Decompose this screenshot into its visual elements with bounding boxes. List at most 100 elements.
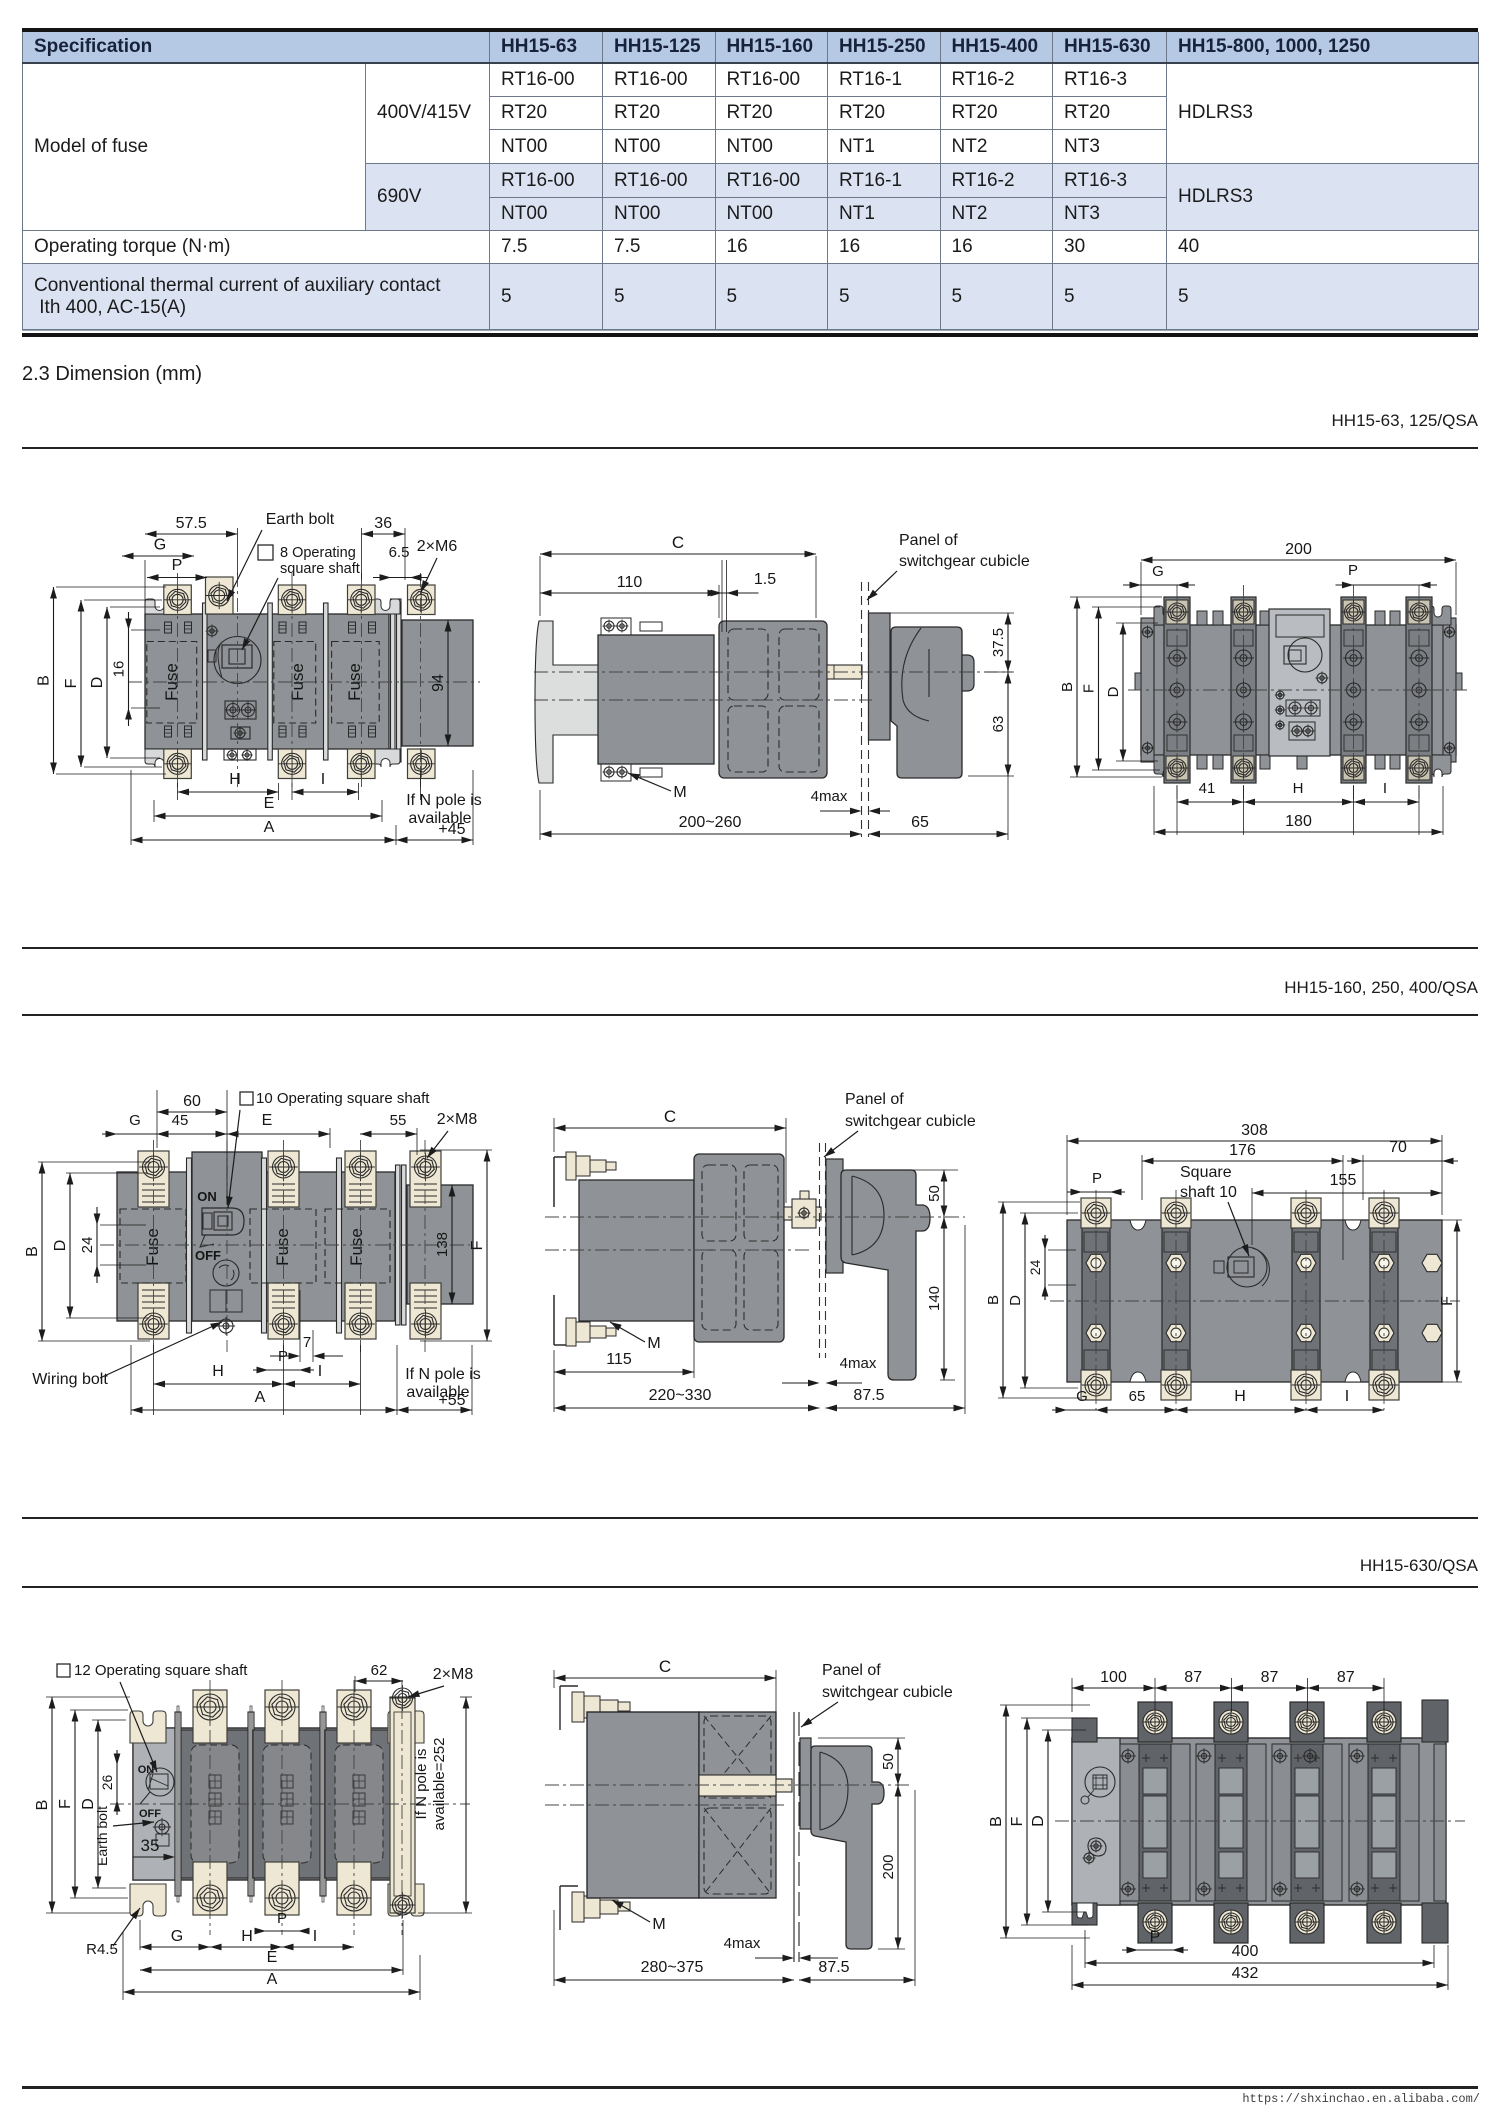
svg-text:D: D [52, 1240, 69, 1252]
svg-text:F: F [469, 1240, 486, 1250]
svg-text:87.5: 87.5 [818, 1959, 849, 1976]
svg-text:R4.5: R4.5 [86, 1941, 118, 1958]
svg-text:36: 36 [374, 515, 392, 532]
svg-text:200: 200 [880, 1854, 897, 1879]
svg-text:C: C [664, 1107, 676, 1126]
svg-text:OFF: OFF [139, 1808, 161, 1820]
svg-text:87: 87 [1184, 1669, 1202, 1686]
svg-text:A: A [267, 1971, 278, 1988]
svg-text:C: C [672, 533, 684, 552]
svg-text:F: F [1439, 1296, 1456, 1306]
svg-text:63: 63 [990, 716, 1007, 733]
svg-text:26: 26 [99, 1775, 115, 1791]
svg-text:Fuse: Fuse [347, 1228, 366, 1266]
svg-text:P: P [1150, 1929, 1161, 1946]
svg-text:Fuse: Fuse [273, 1228, 292, 1266]
svg-text:P: P [278, 1348, 288, 1365]
svg-text:50: 50 [880, 1753, 897, 1770]
svg-text:F: F [57, 1799, 74, 1809]
svg-text:55: 55 [390, 1112, 407, 1129]
svg-text:176: 176 [1229, 1142, 1256, 1159]
svg-text:50: 50 [926, 1185, 943, 1202]
svg-text:M: M [652, 1916, 665, 1933]
svg-text:70: 70 [1389, 1139, 1407, 1156]
svg-text:F: F [1009, 1816, 1026, 1826]
svg-text:220~330: 220~330 [649, 1387, 712, 1404]
svg-text:H: H [241, 1928, 253, 1945]
svg-text:B: B [36, 675, 53, 686]
svg-text:+55: +55 [438, 1392, 465, 1409]
svg-text:G: G [154, 537, 166, 554]
svg-text:24: 24 [79, 1237, 96, 1254]
svg-text:square shaft: square shaft [280, 561, 360, 577]
svg-text:24: 24 [1027, 1260, 1043, 1276]
svg-text:400: 400 [1232, 1943, 1259, 1960]
svg-text:+45: +45 [438, 821, 465, 838]
svg-text:F: F [63, 678, 80, 688]
svg-text:E: E [262, 1112, 273, 1129]
svg-text:F: F [1081, 684, 1098, 693]
svg-text:200~260: 200~260 [679, 814, 742, 831]
svg-text:280~375: 280~375 [641, 1959, 704, 1976]
svg-text:I: I [1345, 1388, 1349, 1405]
svg-text:I: I [321, 771, 325, 788]
svg-text:H: H [1293, 780, 1304, 797]
svg-text:138: 138 [434, 1232, 451, 1257]
svg-text:60: 60 [183, 1093, 201, 1110]
svg-text:2×M6: 2×M6 [417, 538, 458, 555]
svg-text:180: 180 [1285, 813, 1312, 830]
svg-text:If N pole is: If N pole is [413, 1749, 430, 1820]
svg-text:115: 115 [606, 1351, 632, 1368]
svg-text:I: I [1383, 780, 1387, 797]
svg-text:2×M8: 2×M8 [433, 1666, 474, 1683]
svg-text:308: 308 [1241, 1122, 1268, 1139]
svg-text:available: available [406, 1384, 469, 1401]
svg-text:Panel of: Panel of [845, 1091, 904, 1108]
svg-text:432: 432 [1232, 1965, 1259, 1982]
svg-text:G: G [1152, 563, 1164, 580]
svg-text:M: M [673, 784, 686, 801]
svg-text:available: available [408, 810, 471, 827]
svg-text:35: 35 [141, 1836, 160, 1855]
svg-text:D: D [80, 1798, 97, 1810]
svg-text:57.5: 57.5 [176, 515, 207, 532]
svg-text:200: 200 [1285, 541, 1312, 558]
svg-text:A: A [264, 819, 275, 836]
svg-text:B: B [34, 1800, 51, 1811]
svg-text:ON: ON [197, 1189, 217, 1204]
svg-text:H: H [212, 1363, 224, 1380]
svg-text:37.5: 37.5 [990, 628, 1007, 657]
svg-text:E: E [264, 795, 275, 812]
svg-text:87: 87 [1261, 1669, 1279, 1686]
svg-text:D: D [1007, 1295, 1024, 1306]
svg-text:D: D [1105, 686, 1122, 697]
svg-text:G: G [129, 1112, 141, 1129]
svg-text:If N pole is: If N pole is [406, 792, 482, 809]
svg-text:B: B [988, 1816, 1005, 1827]
svg-text:4max: 4max [724, 1935, 761, 1952]
svg-text:B: B [24, 1246, 41, 1257]
svg-text:I: I [313, 1928, 317, 1945]
svg-text:Earth bolt: Earth bolt [94, 1806, 110, 1866]
svg-text:4max: 4max [840, 1355, 877, 1372]
svg-text:available=252: available=252 [431, 1738, 448, 1831]
svg-text:62: 62 [371, 1662, 388, 1679]
svg-text:Square: Square [1180, 1164, 1232, 1181]
svg-text:shaft 10: shaft 10 [1180, 1184, 1237, 1201]
svg-text:switchgear cubicle: switchgear cubicle [822, 1684, 953, 1701]
svg-text:Earth bolt: Earth bolt [266, 511, 335, 528]
svg-text:65: 65 [1129, 1388, 1146, 1405]
svg-text:65: 65 [911, 814, 929, 831]
svg-text:B: B [985, 1295, 1002, 1305]
svg-text:140: 140 [926, 1286, 943, 1311]
svg-text:94: 94 [430, 674, 447, 692]
svg-text:41: 41 [1199, 780, 1216, 797]
svg-text:P: P [1348, 562, 1358, 579]
svg-text:A: A [255, 1389, 266, 1406]
svg-text:C: C [659, 1657, 671, 1676]
svg-text:1.5: 1.5 [754, 571, 776, 588]
svg-text:P: P [172, 557, 183, 574]
svg-text:87: 87 [1337, 1669, 1355, 1686]
svg-text:OFF: OFF [195, 1248, 221, 1263]
svg-text:B: B [1059, 682, 1076, 692]
